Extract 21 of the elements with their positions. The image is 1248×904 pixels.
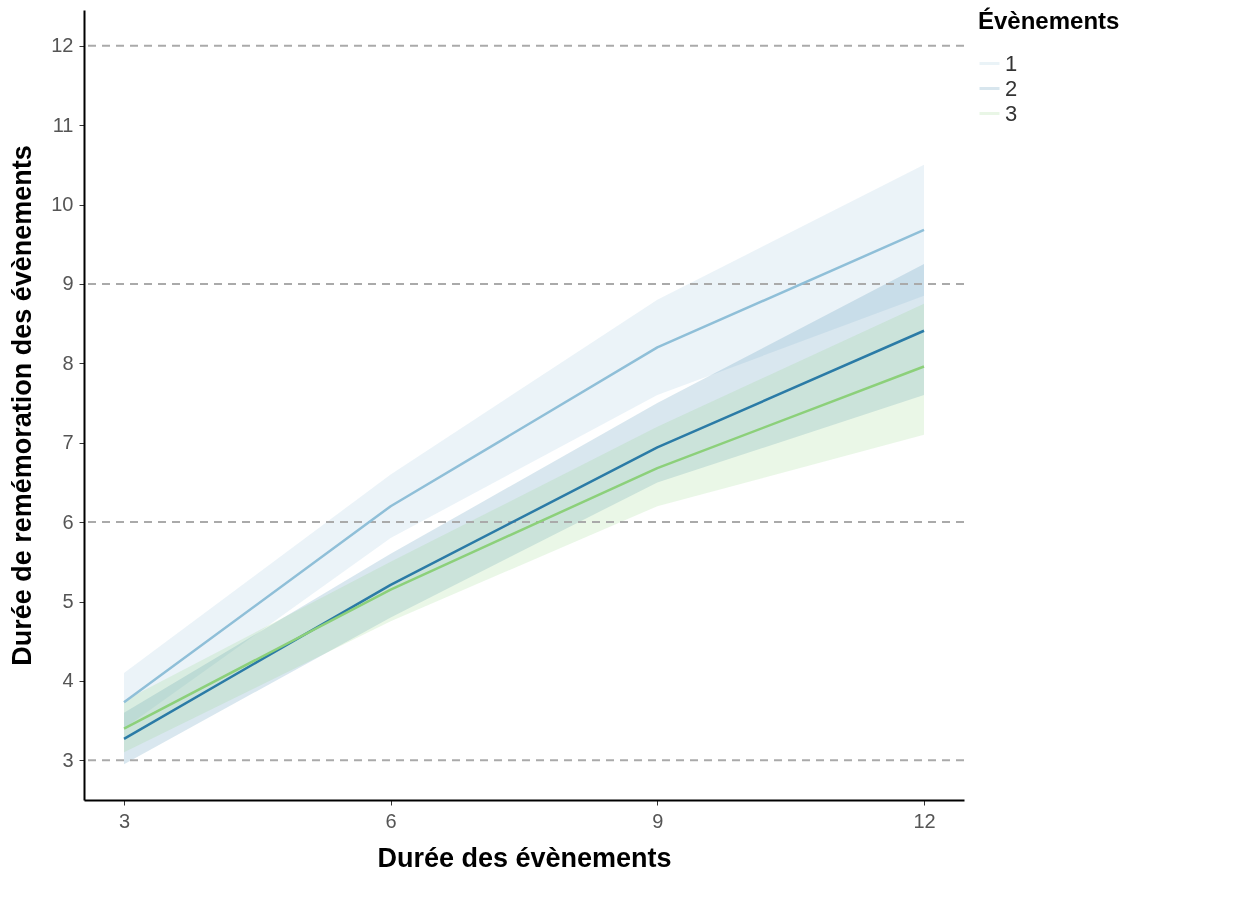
legend-title: Évènements (978, 7, 1120, 34)
x-tick-label: 3 (118, 809, 131, 832)
y-tick-label: 12 (51, 34, 74, 57)
y-tick-label: 9 (62, 272, 74, 295)
y-tick-label: 6 (62, 510, 74, 533)
line-series (122, 228, 926, 704)
x-tick-label: 9 (652, 809, 664, 832)
y-tick-label: 10 (51, 193, 74, 216)
x-axis-title: Durée des évènements (377, 842, 672, 873)
x-tick-label: 6 (385, 809, 397, 832)
y-tick-label: 5 (62, 590, 74, 613)
y-tick-label: 11 (52, 113, 74, 136)
y-tick-label: 4 (62, 669, 74, 692)
y-axis-title: Durée de remémoration des évènements (7, 145, 38, 666)
y-tick-label: 7 (62, 431, 74, 454)
x-tick-label: 12 (913, 809, 936, 832)
y-tick-label: 3 (62, 748, 74, 771)
legend-label: 1 (1005, 50, 1018, 76)
legend-label: 2 (1005, 75, 1018, 101)
y-tick-label: 8 (62, 351, 74, 374)
legend-label: 3 (1005, 100, 1018, 126)
